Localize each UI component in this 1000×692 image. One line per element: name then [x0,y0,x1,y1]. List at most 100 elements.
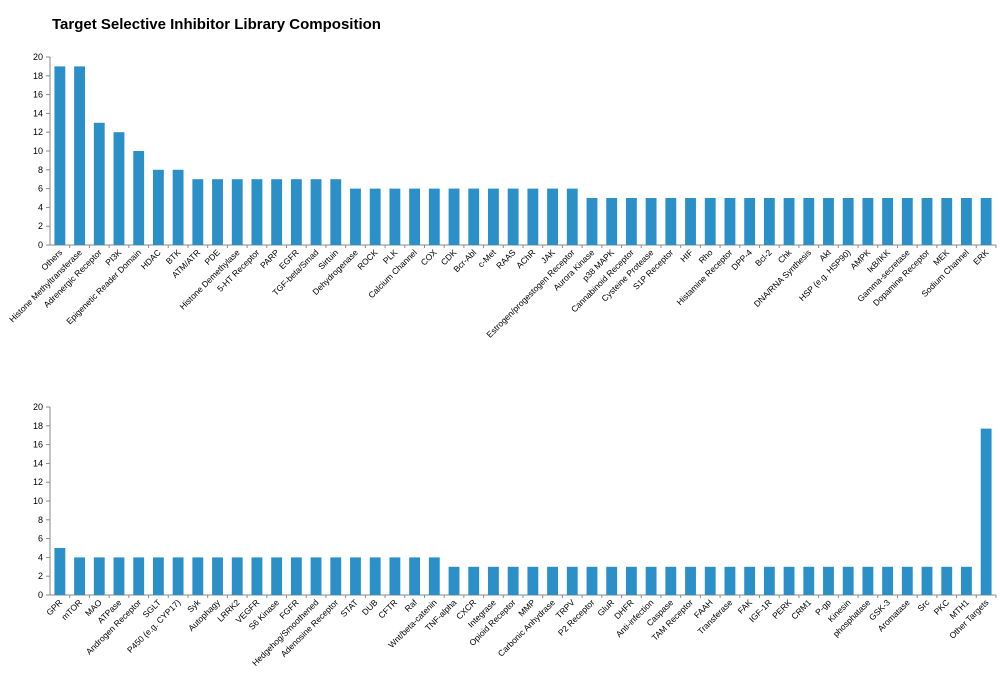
bar [350,188,361,245]
bar [606,566,618,595]
x-tick-label: Bcr-Abl [451,247,478,274]
bar [369,188,381,245]
x-tick-label: DPP-4 [729,247,754,272]
bar [271,557,283,595]
bar [409,188,421,245]
y-tick-label: 16 [33,440,43,450]
x-tick-label: AChR [514,247,537,270]
bar [882,198,894,245]
bar [409,557,421,595]
x-tick-label: PARP [258,247,281,270]
y-tick-label: 18 [33,421,43,431]
bar [172,557,184,595]
bar [586,566,598,595]
x-tick-label: c-Met [476,247,499,270]
bar [251,179,263,245]
bar [803,566,815,595]
bar [823,198,834,245]
bar [448,566,460,595]
y-tick-label: 10 [33,496,43,506]
bar [527,188,539,245]
bar [350,557,361,595]
x-tick-label: Src [915,597,932,614]
x-tick-label: HDAC [139,247,163,271]
bar [389,557,401,595]
bar [783,198,795,245]
bar [665,198,677,245]
bar [369,557,381,595]
bar [685,198,696,245]
bar [625,566,637,595]
y-tick-label: 2 [38,221,43,231]
bar [921,566,933,595]
bar [133,557,145,595]
bar [645,566,657,595]
y-tick-label: 6 [38,534,43,544]
y-tick-label: 12 [33,127,43,137]
y-tick-label: 16 [33,90,43,100]
bar [468,188,480,245]
y-tick-label: 6 [38,184,43,194]
x-tick-label: Bcl-2 [753,247,774,268]
y-tick-label: 2 [38,571,43,581]
bar [428,188,440,245]
bar [507,188,519,245]
bar [192,557,204,595]
x-tick-label: PERK [770,597,794,621]
bar [251,557,263,595]
bar [823,566,834,595]
bar [310,179,322,245]
x-tick-label: RAAS [494,247,518,271]
x-tick-label: ERK [971,247,991,267]
y-tick-label: 20 [33,52,43,62]
bar [763,198,775,245]
bar [113,132,125,245]
bar [271,179,283,245]
bar [941,198,953,245]
bar [290,557,302,595]
bar [744,566,756,595]
bar [113,557,125,595]
bar [152,557,164,595]
bar [428,557,440,595]
bar [842,566,854,595]
bar [921,198,933,245]
bar [901,198,913,245]
y-tick-label: 12 [33,477,43,487]
bar [744,198,756,245]
bar [290,179,302,245]
bar [882,566,894,595]
bar [724,566,736,595]
bar [980,198,992,245]
bar [665,566,677,595]
bar [330,179,342,245]
y-tick-label: 18 [33,71,43,81]
bar [704,566,716,595]
y-tick-label: 20 [33,402,43,412]
bar [507,566,519,595]
bar [93,122,105,245]
bar [133,151,145,245]
bar [763,566,775,595]
y-tick-label: 4 [38,202,43,212]
chart-title: Target Selective Inhibitor Library Compo… [52,16,381,33]
bar [310,557,322,595]
x-tick-label: STAT [338,597,360,619]
bar [566,188,578,245]
bar [488,566,499,595]
bar [527,566,539,595]
bar [172,169,184,245]
bar [704,198,716,245]
bar [54,548,66,595]
y-tick-label: 0 [38,590,43,600]
bar [685,566,696,595]
bar [488,188,499,245]
chart-2: 02468101214161820GPRmTORMAOATPaseAndroge… [33,402,997,668]
bar [941,566,953,595]
x-tick-label: HIF [678,247,695,264]
bar [448,188,460,245]
bar [74,66,85,246]
bar [468,566,480,595]
